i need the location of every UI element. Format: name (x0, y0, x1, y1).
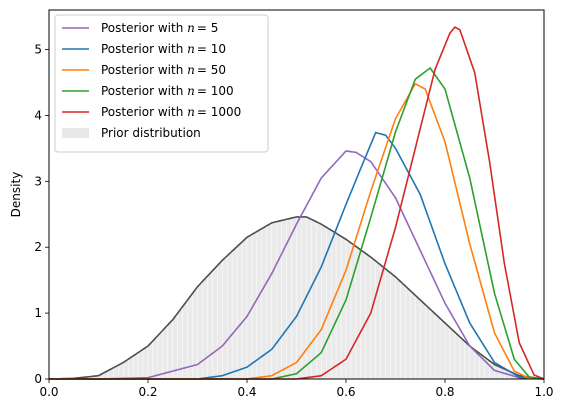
prior-histogram-bar (138, 351, 143, 379)
prior-histogram-bar (396, 279, 401, 379)
prior-histogram-bar (297, 217, 302, 379)
legend-label: Posterior with n= 1000 (101, 105, 241, 119)
legend-label-prefix: Posterior with (101, 21, 187, 35)
prior-histogram-bar (222, 258, 227, 379)
x-axis: 0.0 0.2 0.4 0.6 0.8 1.0 (39, 379, 553, 399)
legend-label-var: n (187, 21, 195, 35)
prior-histogram-bar (158, 333, 163, 379)
x-tick-label: 0.0 (39, 385, 58, 399)
x-tick-label: 1.0 (534, 385, 553, 399)
prior-histogram-bar (410, 293, 415, 379)
prior-histogram-bar (420, 302, 425, 379)
legend-label-var: n (187, 84, 195, 98)
legend-label-prefix: Posterior with (101, 42, 187, 56)
legend-label: Posterior with n= 5 (101, 21, 218, 35)
legend-label-value: = 1000 (197, 105, 241, 119)
prior-histogram-bar (391, 275, 396, 379)
prior-histogram-bar (490, 363, 495, 379)
y-tick-label: 2 (34, 240, 42, 254)
x-tick-label: 0.8 (435, 385, 454, 399)
prior-histogram-bar (247, 236, 252, 379)
prior-histogram-bar (148, 343, 153, 379)
legend-label: Posterior with n= 50 (101, 63, 226, 77)
prior-histogram-bar (267, 224, 272, 379)
legend-label-value: = 10 (197, 42, 226, 56)
x-tick-label: 0.4 (237, 385, 256, 399)
prior-histogram-bar (217, 263, 222, 379)
prior-histogram-bar (336, 235, 341, 379)
prior-histogram-bar (400, 284, 405, 379)
x-tick-label: 0.6 (336, 385, 355, 399)
prior-histogram-bar (361, 252, 366, 379)
prior-histogram-bar (143, 348, 148, 379)
prior-histogram-bar (163, 328, 168, 379)
prior-histogram-bar (450, 330, 455, 379)
legend-label-value: = 50 (197, 63, 226, 77)
prior-histogram-bar (371, 259, 376, 379)
prior-histogram-bar (133, 354, 138, 379)
prior-histogram-bar (381, 267, 386, 379)
prior-histogram-bar (207, 274, 212, 379)
prior-histogram-bar (405, 288, 410, 379)
prior-histogram-bar (311, 221, 316, 379)
prior-histogram-bar (306, 218, 311, 379)
prior-histogram-bar (118, 364, 123, 379)
y-axis: 0 1 2 3 4 5 (34, 43, 49, 386)
prior-histogram-bar (232, 249, 237, 379)
prior-histogram-bar (227, 253, 232, 379)
prior-histogram-bar (321, 226, 326, 379)
legend-fill-swatch (62, 128, 89, 138)
legend-label-prefix: Posterior with (101, 105, 187, 119)
legend-label-prior: Prior distribution (101, 126, 201, 140)
prior-histogram-bar (465, 344, 470, 379)
prior-histogram-bar (128, 358, 133, 379)
prior-histogram-bar (445, 325, 450, 379)
legend-label-value: = 5 (197, 21, 219, 35)
prior-histogram-bar (292, 217, 297, 379)
legend-label-var: n (187, 105, 195, 119)
y-tick-label: 0 (34, 372, 42, 386)
prior-histogram-bar (440, 321, 445, 379)
y-tick-label: 1 (34, 306, 42, 320)
prior-histogram-bar (272, 222, 277, 379)
prior-histogram-bar (386, 271, 391, 379)
prior-histogram-bar (455, 335, 460, 379)
prior-histogram-bar (430, 311, 435, 379)
legend-label-var: n (187, 63, 195, 77)
y-axis-label: Density (9, 172, 23, 218)
prior-histogram-bar (356, 248, 361, 379)
y-tick-label: 3 (34, 174, 42, 188)
legend-label-value: = 100 (197, 84, 234, 98)
y-tick-label: 5 (34, 43, 42, 57)
prior-histogram-bar (242, 240, 247, 379)
legend-label: Posterior with n= 10 (101, 42, 226, 56)
prior-histogram-bar (277, 221, 282, 379)
legend-label-prefix: Posterior with (101, 84, 187, 98)
prior-histogram-bar (435, 316, 440, 379)
prior-histogram-bar (212, 268, 217, 379)
y-tick-label: 4 (34, 108, 42, 122)
prior-histogram-bar (460, 339, 465, 379)
legend-label: Posterior with n= 100 (101, 84, 234, 98)
prior-histogram-bar (425, 307, 430, 379)
prior-histogram-bar (113, 366, 118, 379)
prior-histogram-bar (153, 338, 158, 379)
prior-histogram-bar (202, 279, 207, 379)
prior-histogram-bar (351, 245, 356, 379)
prior-histogram-bar (123, 361, 128, 379)
prior-histogram-bar (470, 348, 475, 379)
prior-histogram-bar (415, 298, 420, 379)
legend-label-prefix: Posterior with (101, 63, 187, 77)
x-tick-label: 0.2 (138, 385, 157, 399)
legend-label-var: n (187, 42, 195, 56)
prior-histogram-bar (237, 244, 242, 379)
